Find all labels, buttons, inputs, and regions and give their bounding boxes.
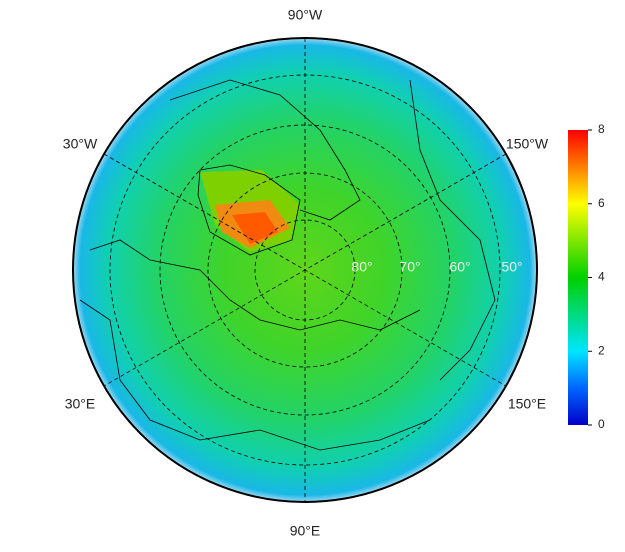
map-border xyxy=(72,37,538,503)
colorbar-tick-label: 8 xyxy=(598,122,605,136)
lat-label: 80° xyxy=(351,259,372,275)
colorbar-tick-label: 0 xyxy=(598,417,605,431)
lat-label: 50° xyxy=(501,259,522,275)
lat-label: 70° xyxy=(399,259,420,275)
graticule xyxy=(103,38,507,502)
colorbar-tick-label: 4 xyxy=(598,270,605,284)
lon-label: 90°E xyxy=(290,523,321,539)
lat-label: 60° xyxy=(449,259,470,275)
lon-label: 150°W xyxy=(506,136,549,152)
colorbar-tick-label: 6 xyxy=(598,196,605,210)
lon-label: 30°W xyxy=(63,136,98,152)
colorbar-tick-label: 2 xyxy=(598,343,605,357)
colorbar xyxy=(568,130,588,425)
lon-label: 30°E xyxy=(65,396,96,412)
lon-label: 90°W xyxy=(288,7,323,23)
lon-label: 150°E xyxy=(508,396,546,412)
